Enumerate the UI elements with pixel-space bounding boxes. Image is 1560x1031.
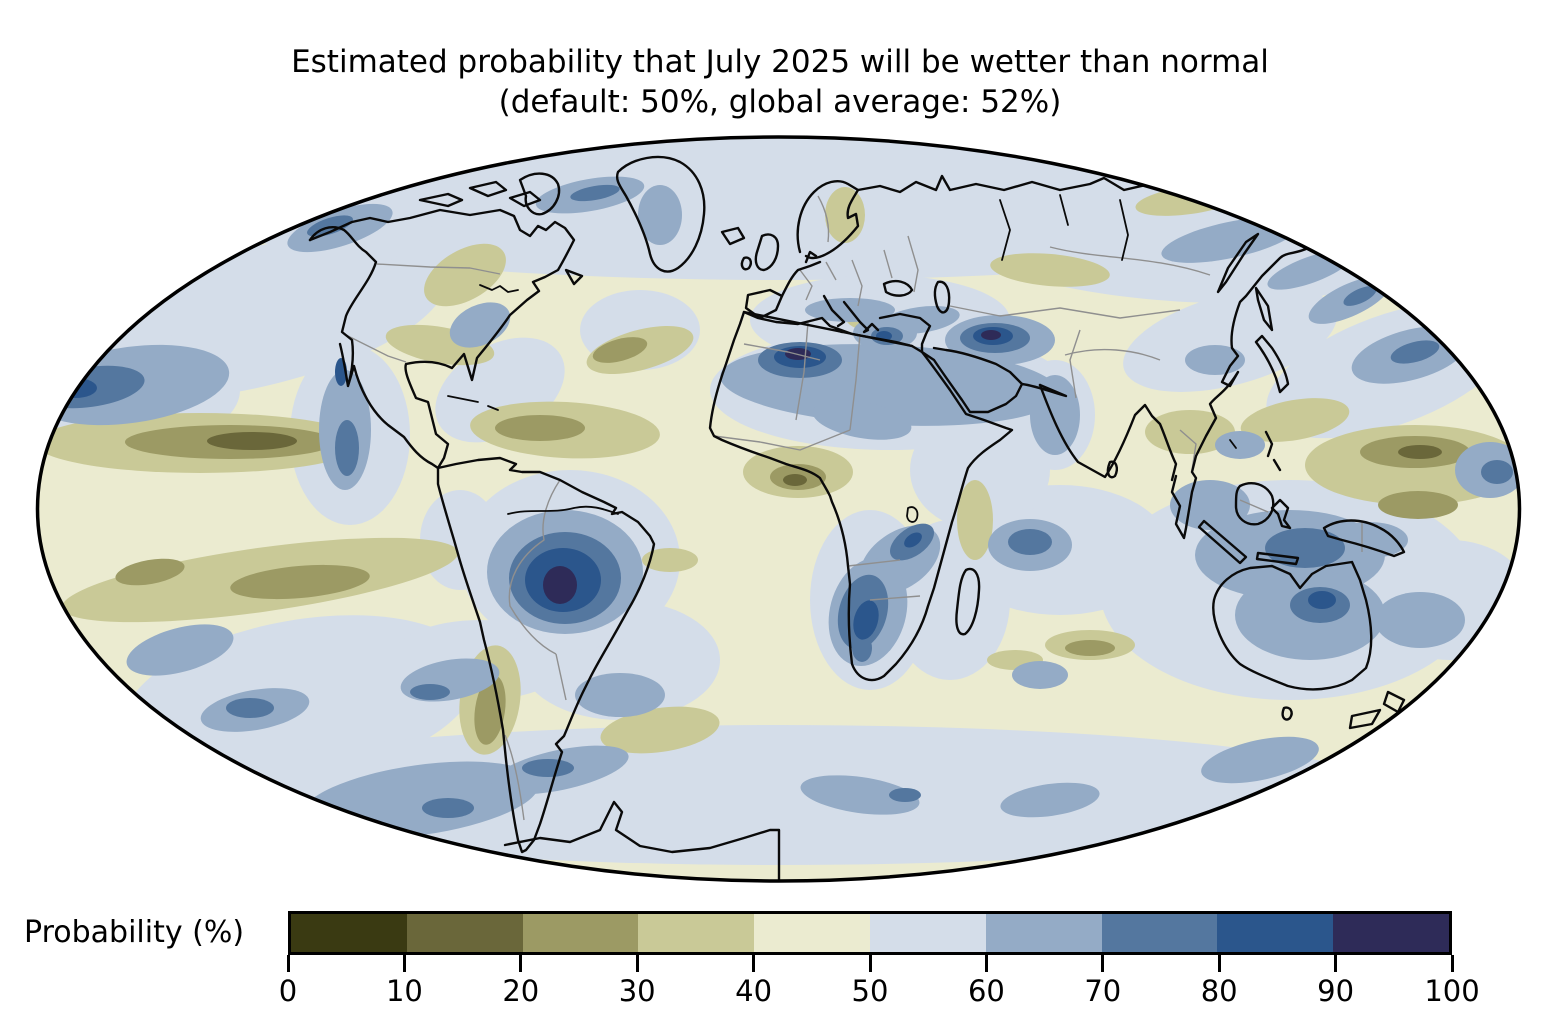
- coastlines: [308, 155, 1406, 881]
- colorbar-tick: [984, 955, 988, 972]
- colorbar-segment: [754, 914, 870, 952]
- colorbar-tick-label: 20: [502, 974, 540, 1008]
- colorbar-tick-label: 40: [735, 974, 773, 1008]
- colorbar-segment: [1101, 914, 1218, 952]
- country-borders: [343, 195, 1363, 821]
- colorbar-tick-label: 90: [1317, 974, 1355, 1008]
- colorbar-tick-label: 80: [1200, 974, 1238, 1008]
- colorbar-tick: [752, 955, 756, 972]
- colorbar-tick-label: 100: [1424, 974, 1480, 1008]
- colorbar-tick-label: 30: [618, 974, 656, 1008]
- colorbar-segment: [1217, 914, 1334, 952]
- colorbar-tick: [1101, 955, 1105, 972]
- colorbar-tick: [635, 955, 639, 972]
- colorbar-tick: [868, 955, 872, 972]
- title-line-1: Estimated probability that July 2025 wil…: [291, 44, 1269, 80]
- colorbar-tick-label: 10: [385, 974, 423, 1008]
- colorbar-segment: [869, 914, 986, 952]
- colorbar-tick: [402, 955, 406, 972]
- chart-title: Estimated probability that July 2025 wil…: [0, 42, 1560, 122]
- map-field-20-30: [115, 337, 1470, 745]
- colorbar-label: Probability (%): [24, 915, 245, 950]
- colorbar-tick-label: 60: [967, 974, 1005, 1008]
- colorbar-tick: [1334, 955, 1338, 972]
- colorbar-segment: [985, 914, 1102, 952]
- colorbar-tick-label: 70: [1084, 974, 1122, 1008]
- colorbar-tick-label: 0: [278, 974, 298, 1008]
- title-line-2: (default: 50%, global average: 52%): [498, 84, 1062, 120]
- globe-outline: [35, 135, 1522, 883]
- colorbar-tick: [1450, 955, 1454, 972]
- colorbar-segment: [1333, 914, 1449, 952]
- colorbar-segment: [291, 914, 407, 952]
- colorbar-segment: [406, 914, 523, 952]
- map-field-70-80: [37, 184, 1513, 818]
- colorbar-tick-label: 50: [851, 974, 889, 1008]
- colorbar-tick: [286, 955, 290, 972]
- colorbar-tick: [1217, 955, 1221, 972]
- colorbar-segment: [522, 914, 639, 952]
- colorbar-tick: [519, 955, 523, 972]
- colorbar: [288, 911, 1452, 955]
- colorbar-segment: [638, 914, 755, 952]
